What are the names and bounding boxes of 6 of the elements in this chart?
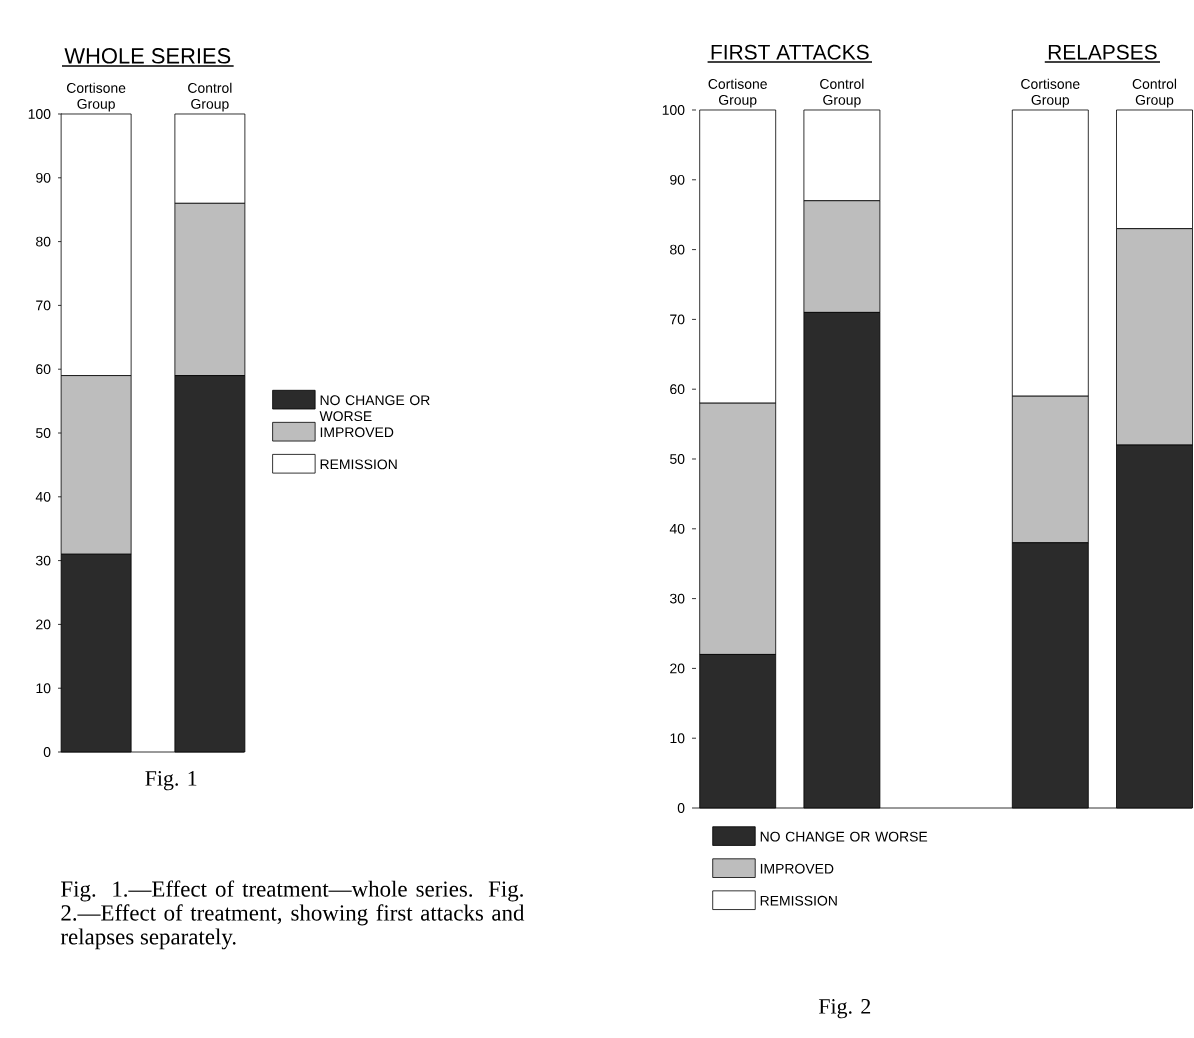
caption: Fig. 1.—Effect of treatment—whole series. Fig. 2.—Effect of treatment, showing first attacks and relapses separately. [60,880,525,950]
caption: Fig. 2 [818,999,871,1019]
text: FIRST ATTACKS [711,44,869,60]
text: RELAPSES [1048,44,1157,60]
caption: Fig. 1 [145,771,197,791]
chart-title: WHOLE SERIES [64,48,231,64]
